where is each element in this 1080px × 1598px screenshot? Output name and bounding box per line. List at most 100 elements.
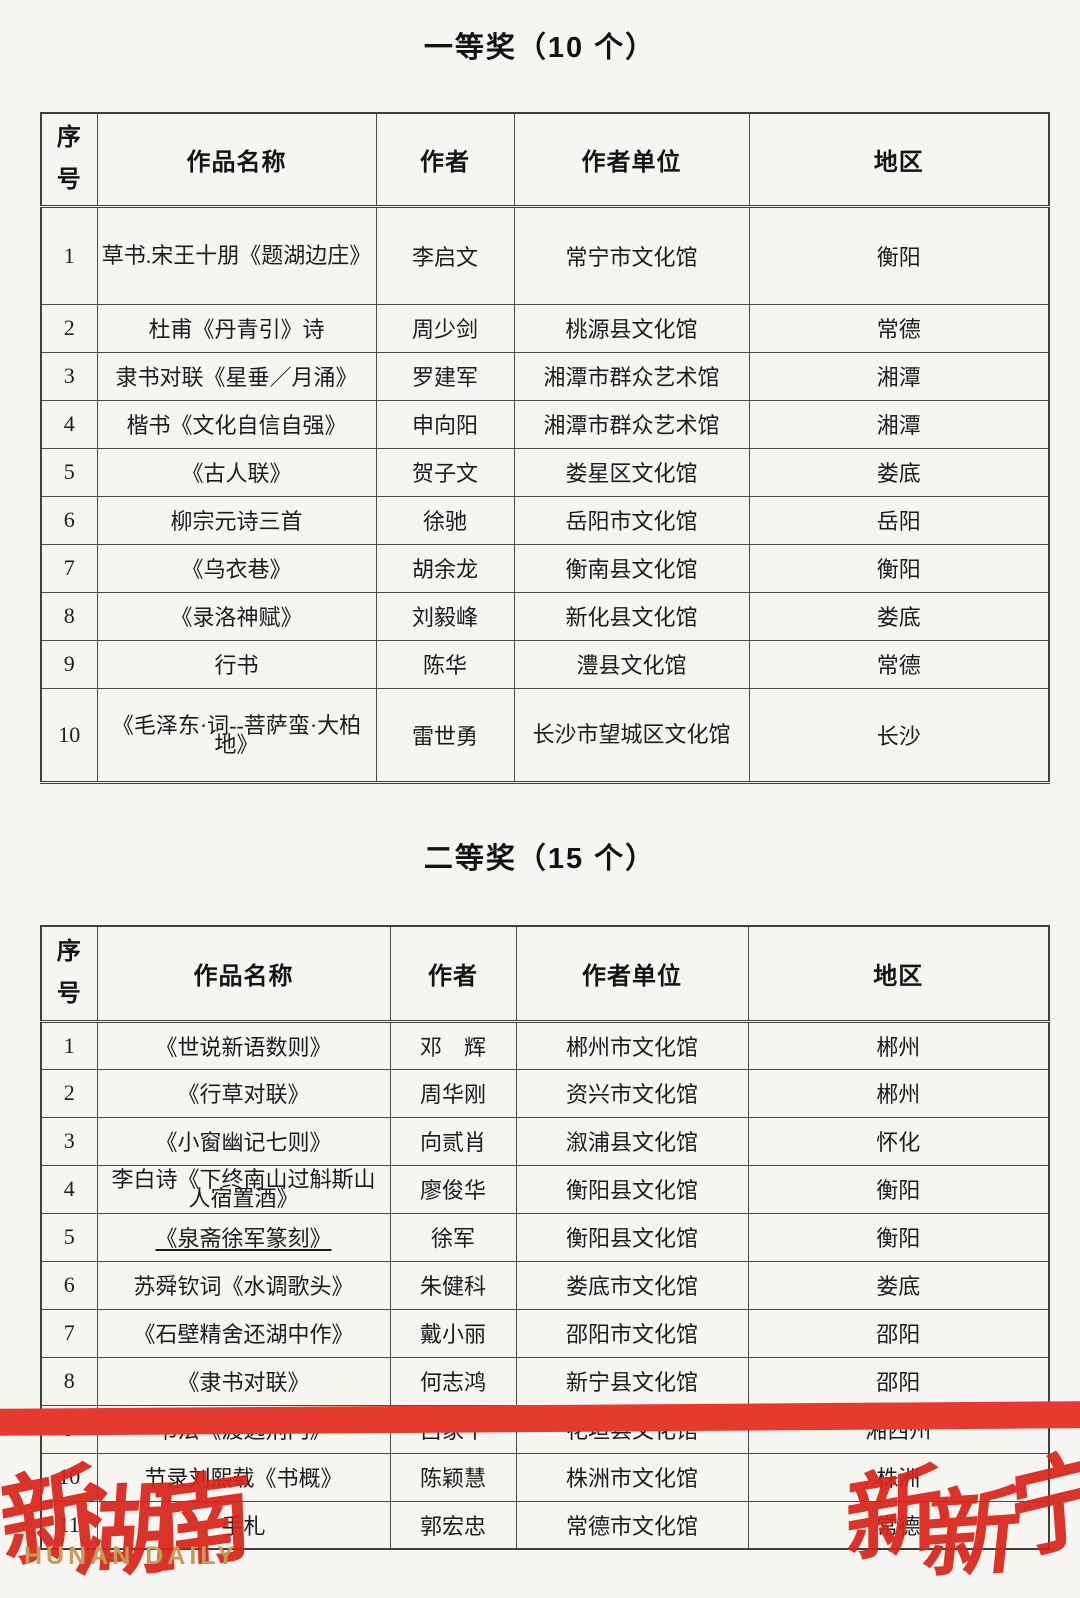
cell-no: 4 [40, 1164, 98, 1214]
cell-unit: 湘潭市群众艺术馆 [513, 351, 750, 401]
cell-work: 《行草对联》 [96, 1068, 391, 1118]
cell-author: 李启文 [375, 205, 515, 305]
cell-author: 朱健科 [389, 1260, 517, 1310]
cell-author: 廖俊华 [389, 1164, 517, 1214]
cell-work: 《录洛神赋》 [96, 591, 377, 641]
cell-no: 7 [40, 543, 98, 593]
section-title-first-prize: 一等奖（10 个） [423, 32, 657, 64]
table-row: 5 《古人联》 贺子文 娄星区文化馆 娄底 [40, 447, 1050, 497]
cell-no: 5 [40, 1212, 98, 1262]
cell-author: 向贰肖 [389, 1116, 517, 1166]
cell-region: 娄底 [747, 1260, 1050, 1310]
cell-unit: 长沙市望城区文化馆 [513, 687, 750, 784]
cell-work: 隶书对联《星垂／月涌》 [96, 351, 377, 401]
cell-no: 3 [40, 1116, 98, 1166]
header-cell: 序 号 [40, 925, 98, 1023]
cell-region: 常德 [747, 1500, 1050, 1550]
table-row: 1 草书.宋王十朋《题湖边庄》 李启文 常宁市文化馆 衡阳 [40, 205, 1050, 305]
cell-author: 何志鸿 [389, 1356, 517, 1406]
underlined-work-title: 《泉斋徐军篆刻》 [155, 1226, 332, 1251]
cell-unit: 株洲市文化馆 [515, 1452, 749, 1502]
cell-region: 常德 [748, 639, 1050, 689]
cell-unit: 资兴市文化馆 [515, 1068, 749, 1118]
cell-work: 手札 [96, 1500, 391, 1550]
cell-unit: 岳阳市文化馆 [513, 495, 750, 545]
cell-region: 邵阳 [747, 1356, 1050, 1406]
table-row: 6 柳宗元诗三首 徐驰 岳阳市文化馆 岳阳 [40, 495, 1050, 545]
cell-unit: 溆浦县文化馆 [515, 1116, 749, 1166]
cell-unit: 娄底市文化馆 [515, 1260, 749, 1310]
cell-no: 1 [40, 205, 98, 305]
cell-region: 衡阳 [748, 205, 1050, 305]
cell-work: 行书 [96, 639, 377, 689]
cell-work: 楷书《文化自信自强》 [96, 399, 377, 449]
header-cell: 作者 [389, 925, 517, 1023]
cell-author: 罗建军 [375, 351, 515, 401]
cell-no: 1 [40, 1020, 98, 1070]
hunan-daily-label: HUNAN DAILY [24, 1542, 238, 1570]
table-row: 1 《世说新语数则》邓 辉郴州市文化馆 郴州 [40, 1020, 1050, 1070]
cell-unit: 湘潭市群众艺术馆 [513, 399, 750, 449]
header-cell: 作者单位 [515, 925, 749, 1023]
cell-work: 草书.宋王十朋《题湖边庄》 [96, 205, 377, 305]
table-row: 3 《小窗幽记七则》 向贰肖 溆浦县文化馆 怀化 [40, 1116, 1050, 1166]
cell-unit: 桃源县文化馆 [513, 303, 750, 353]
cell-region: 湘潭 [748, 351, 1050, 401]
cell-no: 6 [40, 1260, 98, 1310]
cell-unit: 衡阳县文化馆 [515, 1164, 749, 1214]
watermark-char: 湖 [70, 1475, 155, 1590]
cell-author: 周华刚 [389, 1068, 517, 1118]
cell-unit: 衡南县文化馆 [513, 543, 750, 593]
cell-author: 郭宏忠 [389, 1500, 517, 1550]
table-row: 5 《泉斋徐军篆刻》 徐军 衡阳县文化馆 衡阳 [40, 1212, 1050, 1262]
header-row: 序 号作品名称 作者 作者单位 地区 [40, 925, 1050, 1023]
header-cell: 序 号 [40, 112, 98, 208]
cell-work: 李白诗《下终南山过斛斯山人宿置酒》 [96, 1164, 391, 1214]
table-row: 2 杜甫《丹青引》诗 周少剑 桃源县文化馆 常德 [40, 303, 1050, 353]
cell-region: 湘潭 [748, 399, 1050, 449]
cell-region: 娄底 [748, 447, 1050, 497]
watermark-char: 新 [918, 1478, 1013, 1591]
cell-unit: 常德市文化馆 [515, 1500, 749, 1550]
table-row: 6 苏舜钦词《水调歌头》 朱健科 娄底市文化馆 娄底 [40, 1260, 1050, 1310]
cell-unit: 澧县文化馆 [513, 639, 750, 689]
first-prize-table: 序 号作品名称 作者 作者单位 地区 1 草书.宋王十朋《题湖边庄》 李启文 常宁市文化馆衡… [40, 112, 1050, 784]
header-cell: 作品名称 [96, 112, 377, 208]
cell-author: 陈华 [375, 639, 515, 689]
cell-region: 邵阳 [747, 1308, 1050, 1358]
cell-no: 10 [40, 687, 98, 784]
header-cell: 作者 [375, 112, 515, 208]
cell-work: 《世说新语数则》 [96, 1020, 391, 1070]
cell-work: 杜甫《丹青引》诗 [96, 303, 377, 353]
table-row: 3 隶书对联《星垂／月涌》 罗建军 湘潭市群众艺术馆 湘潭 [40, 351, 1050, 401]
cell-work: 节录刘熙载《书概》 [96, 1452, 391, 1502]
table-row: 8 《隶书对联》 何志鸿 新宁县文化馆 邵阳 [40, 1356, 1050, 1406]
cell-author: 胡余龙 [375, 543, 515, 593]
cell-unit: 邵阳市文化馆 [515, 1308, 749, 1358]
table-row: 9 行书 陈华 澧县文化馆 常德 [40, 639, 1050, 689]
cell-no: 5 [40, 447, 98, 497]
table-row: 10 《毛泽东·词--菩萨蛮·大柏地》 雷世勇 长沙市望城区文化馆 长沙 [40, 687, 1050, 784]
table-row: 4 楷书《文化自信自强》 申向阳 湘潭市群众艺术馆 湘潭 [40, 399, 1050, 449]
cell-no: 2 [40, 1068, 98, 1118]
header-cell: 作品名称 [96, 925, 391, 1023]
cell-work: 苏舜钦词《水调歌头》 [96, 1260, 391, 1310]
cell-no: 8 [40, 591, 98, 641]
cell-work: 《隶书对联》 [96, 1356, 391, 1406]
table-row: 7 《乌衣巷》 胡余龙 衡南县文化馆 衡阳 [40, 543, 1050, 593]
cell-region: 岳阳 [748, 495, 1050, 545]
cell-region: 衡阳 [747, 1164, 1050, 1214]
cell-region: 长沙 [748, 687, 1050, 784]
cell-region: 衡阳 [748, 543, 1050, 593]
cell-region: 郴州 [747, 1020, 1050, 1070]
cell-no: 8 [40, 1356, 98, 1406]
table-row: 10 节录刘熙载《书概》 陈颖慧 株洲市文化馆 株洲 [40, 1452, 1050, 1502]
table-row: 7 《石壁精舍还湖中作》 戴小丽 邵阳市文化馆 邵阳 [40, 1308, 1050, 1358]
header-cell: 地区 [747, 925, 1050, 1023]
table-row: 11 手札 郭宏忠 常德市文化馆 常德 [40, 1500, 1050, 1550]
cell-work: 《泉斋徐军篆刻》 [96, 1212, 391, 1262]
cell-unit: 衡阳县文化馆 [515, 1212, 749, 1262]
cell-author: 徐军 [389, 1212, 517, 1262]
cell-region: 衡阳 [747, 1212, 1050, 1262]
